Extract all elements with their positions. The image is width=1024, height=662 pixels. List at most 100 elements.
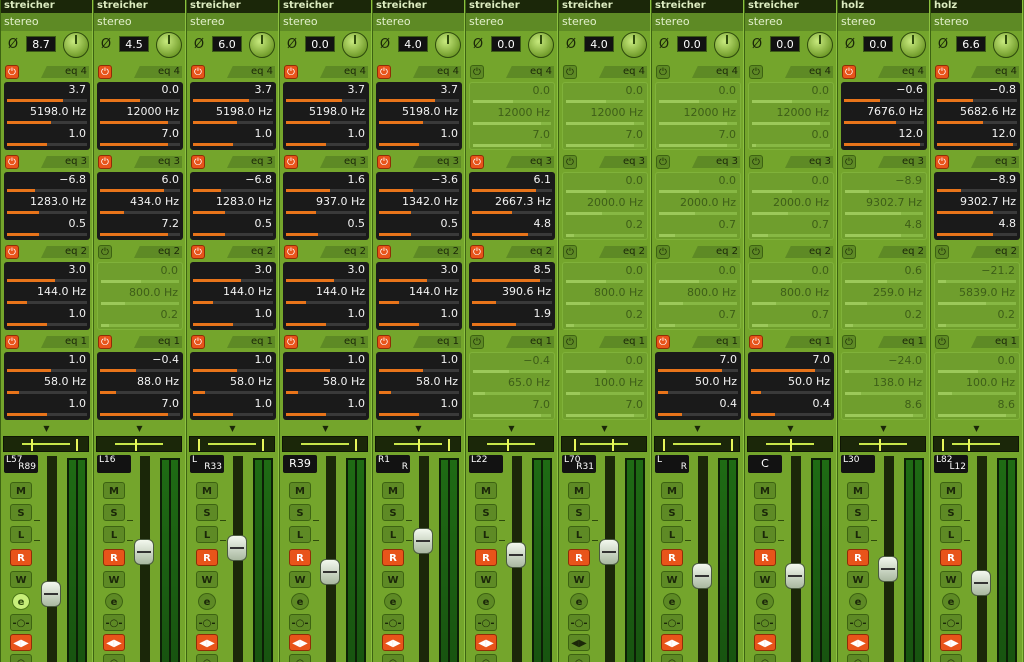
eq-power-icon[interactable]: ⏻: [842, 155, 856, 169]
listen-button[interactable]: L: [475, 526, 497, 543]
eq-value-bar[interactable]: [752, 302, 830, 305]
pan-readout[interactable]: L30: [841, 455, 875, 473]
eq-value-bar[interactable]: [193, 143, 273, 146]
eq-frequency-value[interactable]: 12000 Hz: [776, 106, 829, 119]
eq-gain-value[interactable]: −6.8: [245, 173, 272, 186]
eq-q-value[interactable]: 1.0: [347, 397, 366, 410]
output-button[interactable]: -○-: [289, 654, 311, 662]
eq-gain-value[interactable]: 0.0: [811, 174, 830, 187]
eq-power-icon[interactable]: ⏻: [470, 65, 484, 79]
insert-button[interactable]: -○-: [196, 614, 218, 631]
eq-gain-value[interactable]: 3.7: [440, 83, 459, 96]
pan-control[interactable]: [282, 436, 368, 452]
trim-knob[interactable]: [63, 32, 89, 58]
pan-readout[interactable]: R1 R: [376, 455, 410, 473]
eq-frequency-value[interactable]: 58.0 Hz: [43, 375, 86, 388]
volume-fader-handle[interactable]: [506, 542, 526, 568]
eq-value-bar[interactable]: [845, 302, 923, 305]
eq-gain-value[interactable]: 0.0: [532, 84, 551, 97]
eq-gain-value[interactable]: −3.6: [431, 173, 458, 186]
insert-button[interactable]: -○-: [940, 614, 962, 631]
eq-value-bar[interactable]: [100, 143, 180, 146]
eq-value-bar[interactable]: [7, 233, 87, 236]
eq-frequency-value[interactable]: 2000.0 Hz: [772, 196, 829, 209]
eq-value-bar[interactable]: [752, 324, 830, 327]
solo-button[interactable]: S: [661, 504, 683, 521]
eq-q-value[interactable]: 0.7: [718, 308, 737, 321]
trim-value[interactable]: 0.0: [770, 36, 800, 52]
eq-gain-value[interactable]: 0.0: [718, 84, 737, 97]
eq-power-icon[interactable]: ⏻: [5, 65, 19, 79]
mute-button[interactable]: M: [289, 482, 311, 499]
volume-fader-handle[interactable]: [692, 563, 712, 589]
phase-invert-icon[interactable]: Ø: [751, 37, 763, 52]
eq-gain-value[interactable]: −0.8: [989, 83, 1016, 96]
eq-q-value[interactable]: 0.4: [719, 397, 738, 410]
eq-q-value[interactable]: 7.0: [532, 398, 551, 411]
pan-mode-button[interactable]: ◀▶: [196, 634, 218, 651]
eq-q-value[interactable]: 1.0: [254, 397, 273, 410]
eq-value-bar[interactable]: [193, 391, 273, 394]
eq-value-bar[interactable]: [845, 414, 923, 417]
pan-mode-button[interactable]: ◀▶: [661, 634, 683, 651]
eq-q-value[interactable]: 7.0: [718, 128, 737, 141]
channel-mode[interactable]: stereo: [280, 13, 371, 31]
eq-value-bar[interactable]: [379, 413, 459, 416]
insert-button[interactable]: -○-: [847, 614, 869, 631]
eq-value-bar[interactable]: [7, 211, 87, 214]
solo-button[interactable]: S: [754, 504, 776, 521]
volume-fader-handle[interactable]: [320, 559, 340, 585]
output-button[interactable]: -○-: [10, 654, 32, 662]
phase-invert-icon[interactable]: Ø: [658, 37, 670, 52]
eq-value-bar[interactable]: [752, 144, 830, 147]
eq-value-bar[interactable]: [286, 143, 366, 146]
eq-power-icon[interactable]: ⏻: [98, 65, 112, 79]
eq-value-bar[interactable]: [845, 190, 923, 193]
eq-value-bar[interactable]: [752, 212, 830, 215]
eq-value-bar[interactable]: [379, 99, 459, 102]
output-button[interactable]: -○-: [568, 654, 590, 662]
edit-button[interactable]: e: [291, 593, 309, 610]
eq-frequency-value[interactable]: 2000.0 Hz: [679, 196, 736, 209]
eq-power-icon[interactable]: ⏻: [842, 335, 856, 349]
eq-value-bar[interactable]: [472, 233, 552, 236]
eq-value-bar[interactable]: [659, 122, 737, 125]
eq-value-bar[interactable]: [7, 99, 87, 102]
eq-value-bar[interactable]: [7, 413, 87, 416]
eq-frequency-value[interactable]: 12000 Hz: [683, 106, 736, 119]
trim-knob[interactable]: [342, 32, 368, 58]
eq-value-bar[interactable]: [752, 234, 830, 237]
eq-value-bar[interactable]: [472, 301, 552, 304]
mute-button[interactable]: M: [382, 482, 404, 499]
eq-gain-value[interactable]: −6.8: [59, 173, 86, 186]
eq-value-bar[interactable]: [659, 100, 737, 103]
dropdown-arrow-icon[interactable]: ▼: [43, 424, 50, 433]
eq-value-bar[interactable]: [193, 211, 273, 214]
eq-power-icon[interactable]: ⏻: [470, 335, 484, 349]
eq-value-bar[interactable]: [193, 369, 273, 372]
eq-value-bar[interactable]: [379, 189, 459, 192]
eq-frequency-value[interactable]: 1283.0 Hz: [215, 195, 272, 208]
write-automation-button[interactable]: W: [847, 571, 869, 588]
eq-frequency-value[interactable]: 12000 Hz: [497, 106, 550, 119]
eq-gain-value[interactable]: 0.0: [161, 83, 180, 96]
eq-value-bar[interactable]: [100, 189, 180, 192]
eq-q-value[interactable]: 0.5: [254, 217, 273, 230]
eq-q-value[interactable]: 1.0: [347, 127, 366, 140]
eq-value-bar[interactable]: [193, 323, 273, 326]
eq-value-bar[interactable]: [937, 211, 1017, 214]
eq-q-value[interactable]: 0.5: [68, 217, 87, 230]
output-button[interactable]: -○-: [475, 654, 497, 662]
eq-value-bar[interactable]: [193, 233, 273, 236]
pan-readout[interactable]: L22: [469, 455, 503, 473]
record-button[interactable]: R: [568, 549, 590, 566]
eq-gain-value[interactable]: 7.0: [812, 353, 831, 366]
channel-mode[interactable]: stereo: [373, 13, 464, 31]
output-button[interactable]: -○-: [382, 654, 404, 662]
eq-value-bar[interactable]: [193, 301, 273, 304]
eq-power-icon[interactable]: ⏻: [470, 245, 484, 259]
volume-fader-handle[interactable]: [41, 581, 61, 607]
trim-value[interactable]: 8.7: [26, 36, 56, 52]
mute-button[interactable]: M: [940, 482, 962, 499]
channel-mode[interactable]: stereo: [187, 13, 278, 31]
